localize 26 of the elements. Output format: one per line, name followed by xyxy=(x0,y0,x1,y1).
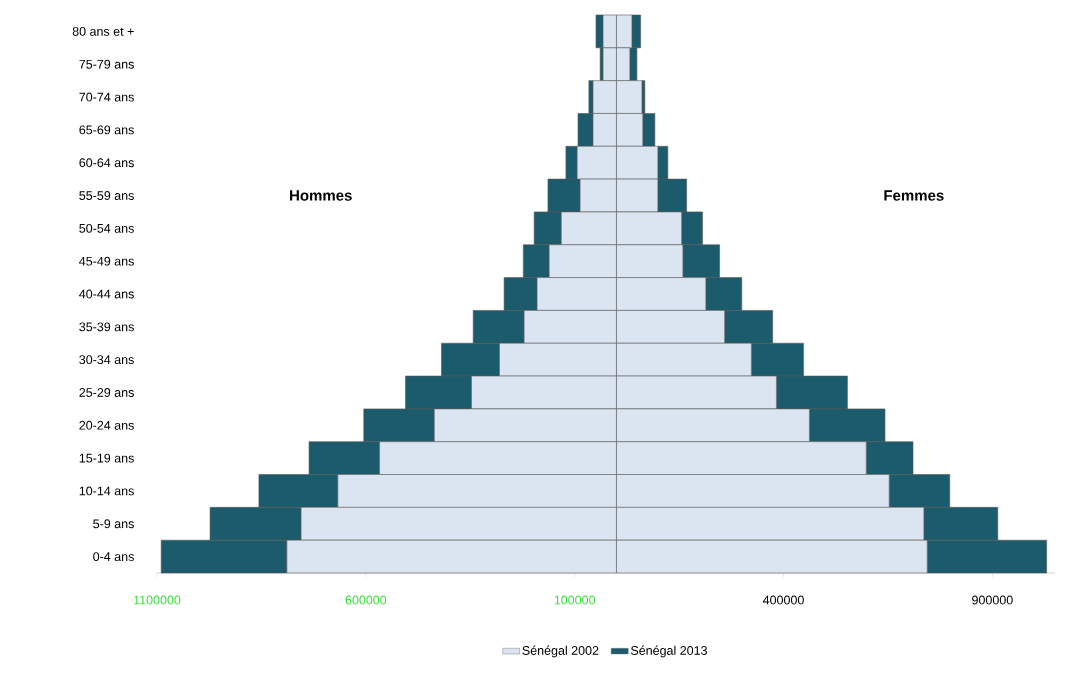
y-tick-label: 60-64 ans xyxy=(79,158,134,168)
y-tick-label: 30-34 ans xyxy=(79,355,134,365)
y-tick-label: 25-29 ans xyxy=(79,388,134,397)
y-tick-label: 75-79 ans xyxy=(79,59,134,69)
x-tick-label: 1100000 xyxy=(134,595,181,605)
x-tick-label: 100000 xyxy=(554,595,596,605)
x-tick-label: 400000 xyxy=(762,595,804,605)
legend-label: Sénégal 2013 xyxy=(630,645,707,658)
y-tick-label: 20-24 ans xyxy=(79,420,134,430)
annotation: Hommes xyxy=(290,190,352,201)
y-tick-label: 35-39 ans xyxy=(79,322,134,332)
legend-label: Sénégal 2002 xyxy=(522,645,599,658)
annotation: Femmes xyxy=(884,190,944,201)
y-tick-label: 15-19 ans xyxy=(79,453,134,463)
y-tick-label: 50-54 ans xyxy=(79,223,134,233)
y-tick-label: 45-49 ans xyxy=(79,256,134,266)
y-tick-label: 55-59 ans xyxy=(79,191,134,200)
x-tick-label: 900000 xyxy=(972,595,1013,605)
y-tick-label: 80 ans et + xyxy=(72,26,134,36)
y-tick-label: 0-4 ans xyxy=(93,552,134,562)
x-tick-label: 600000 xyxy=(345,595,387,605)
y-tick-label: 40-44 ans xyxy=(79,289,134,299)
y-tick-label: 70-74 ans xyxy=(79,92,134,102)
y-tick-label: 5-9 ans xyxy=(93,519,134,529)
y-tick-label: 10-14 ans xyxy=(79,486,134,496)
y-tick-label: 65-69 ans xyxy=(79,125,134,135)
